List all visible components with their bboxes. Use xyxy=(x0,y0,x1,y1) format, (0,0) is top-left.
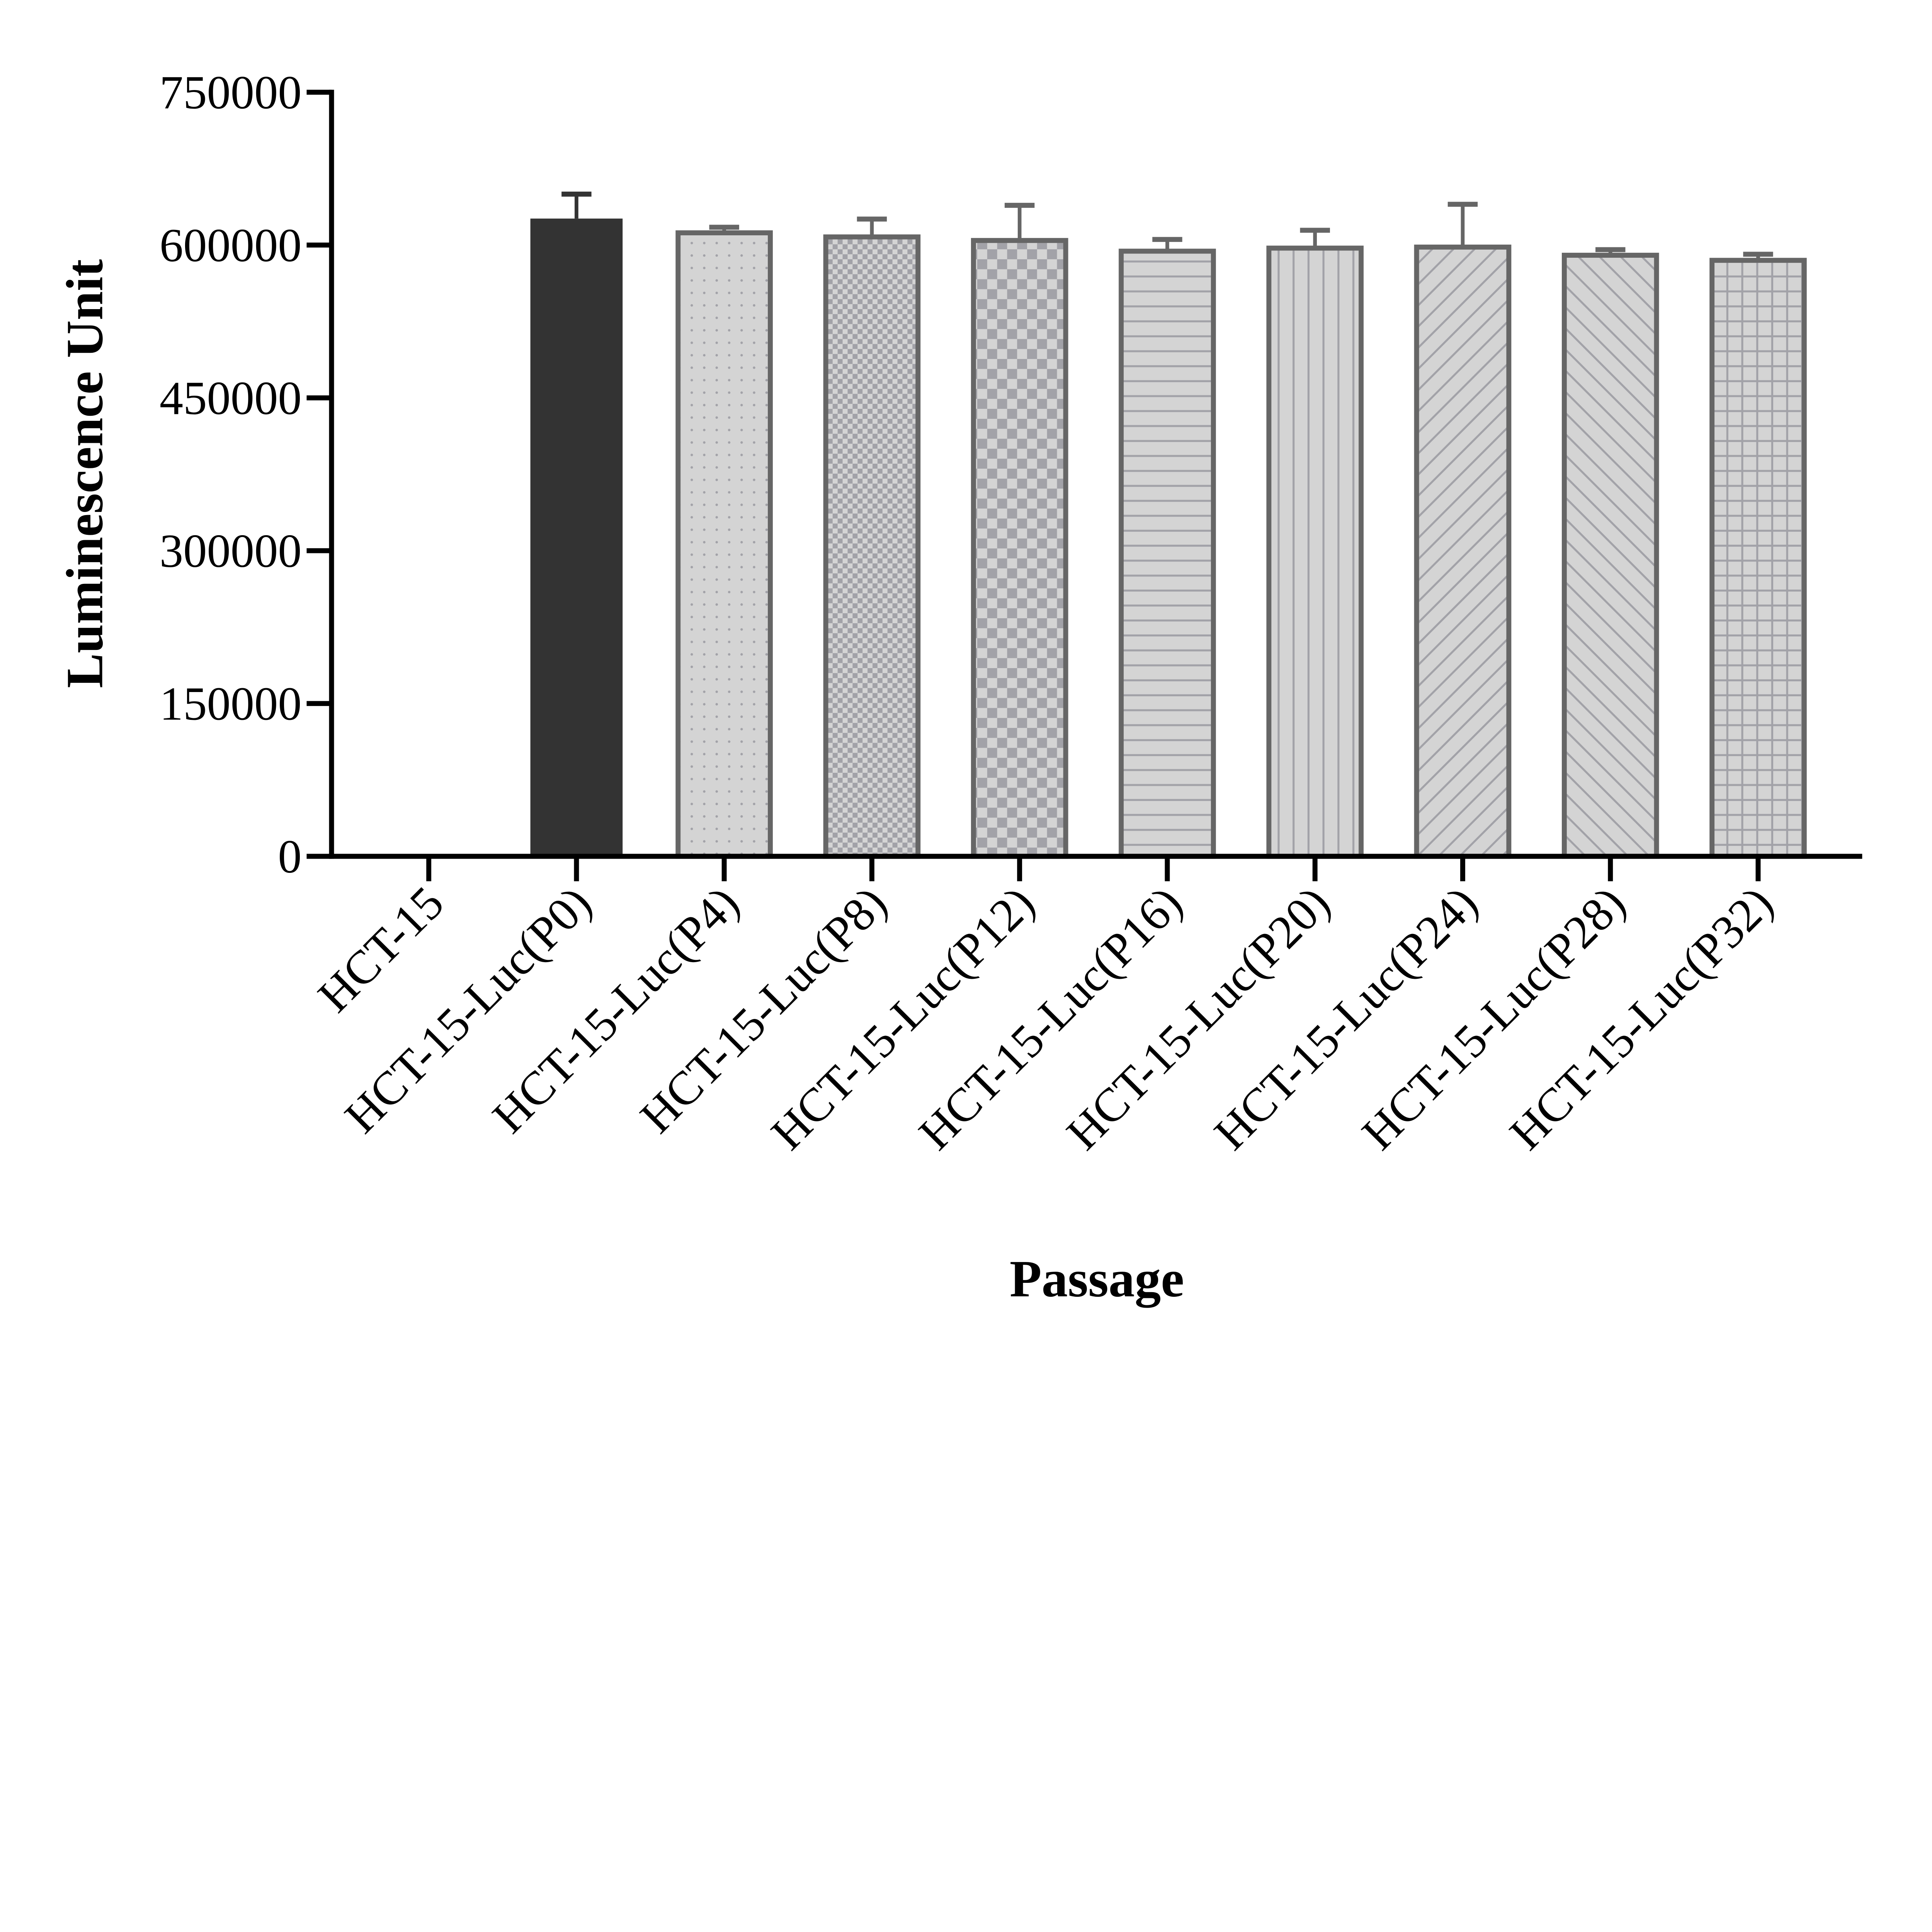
x-tick-label: HCT-15-Luc(P0) xyxy=(335,876,601,1143)
x-tick-label: HCT-15-Luc(P12) xyxy=(761,876,1044,1160)
bar xyxy=(1414,245,1512,859)
bar xyxy=(971,238,1068,859)
y-tick-label: 0 xyxy=(278,830,301,883)
y-tick-label: 750000 xyxy=(160,66,302,119)
x-tick-label: HCT-15-Luc(P28) xyxy=(1352,876,1635,1160)
x-tick-label: HCT-15 xyxy=(308,876,454,1022)
x-tick-label: HCT-15-Luc(P8) xyxy=(630,876,897,1143)
bar xyxy=(1561,253,1659,859)
bar xyxy=(530,218,623,857)
bar xyxy=(1266,245,1364,859)
x-tick-label: HCT-15-Luc(P20) xyxy=(1056,876,1340,1160)
bar xyxy=(675,230,773,859)
x-axis-title: Passage xyxy=(1010,1250,1184,1308)
x-tick-label: HCT-15-Luc(P4) xyxy=(482,876,749,1143)
x-tick-label: HCT-15-Luc(P16) xyxy=(909,876,1192,1160)
y-tick-label: 450000 xyxy=(160,372,302,425)
y-tick-label: 300000 xyxy=(160,525,302,577)
x-tick-label: HCT-15-Luc(P32) xyxy=(1500,876,1783,1160)
y-axis-title: Luminescence Unit xyxy=(56,259,114,688)
bar xyxy=(1709,258,1807,859)
bar xyxy=(1119,248,1216,859)
y-tick-label: 150000 xyxy=(160,678,302,730)
y-tick-label: 600000 xyxy=(160,219,302,272)
x-tick-label: HCT-15-Luc(P24) xyxy=(1204,876,1487,1160)
bar xyxy=(823,234,921,859)
